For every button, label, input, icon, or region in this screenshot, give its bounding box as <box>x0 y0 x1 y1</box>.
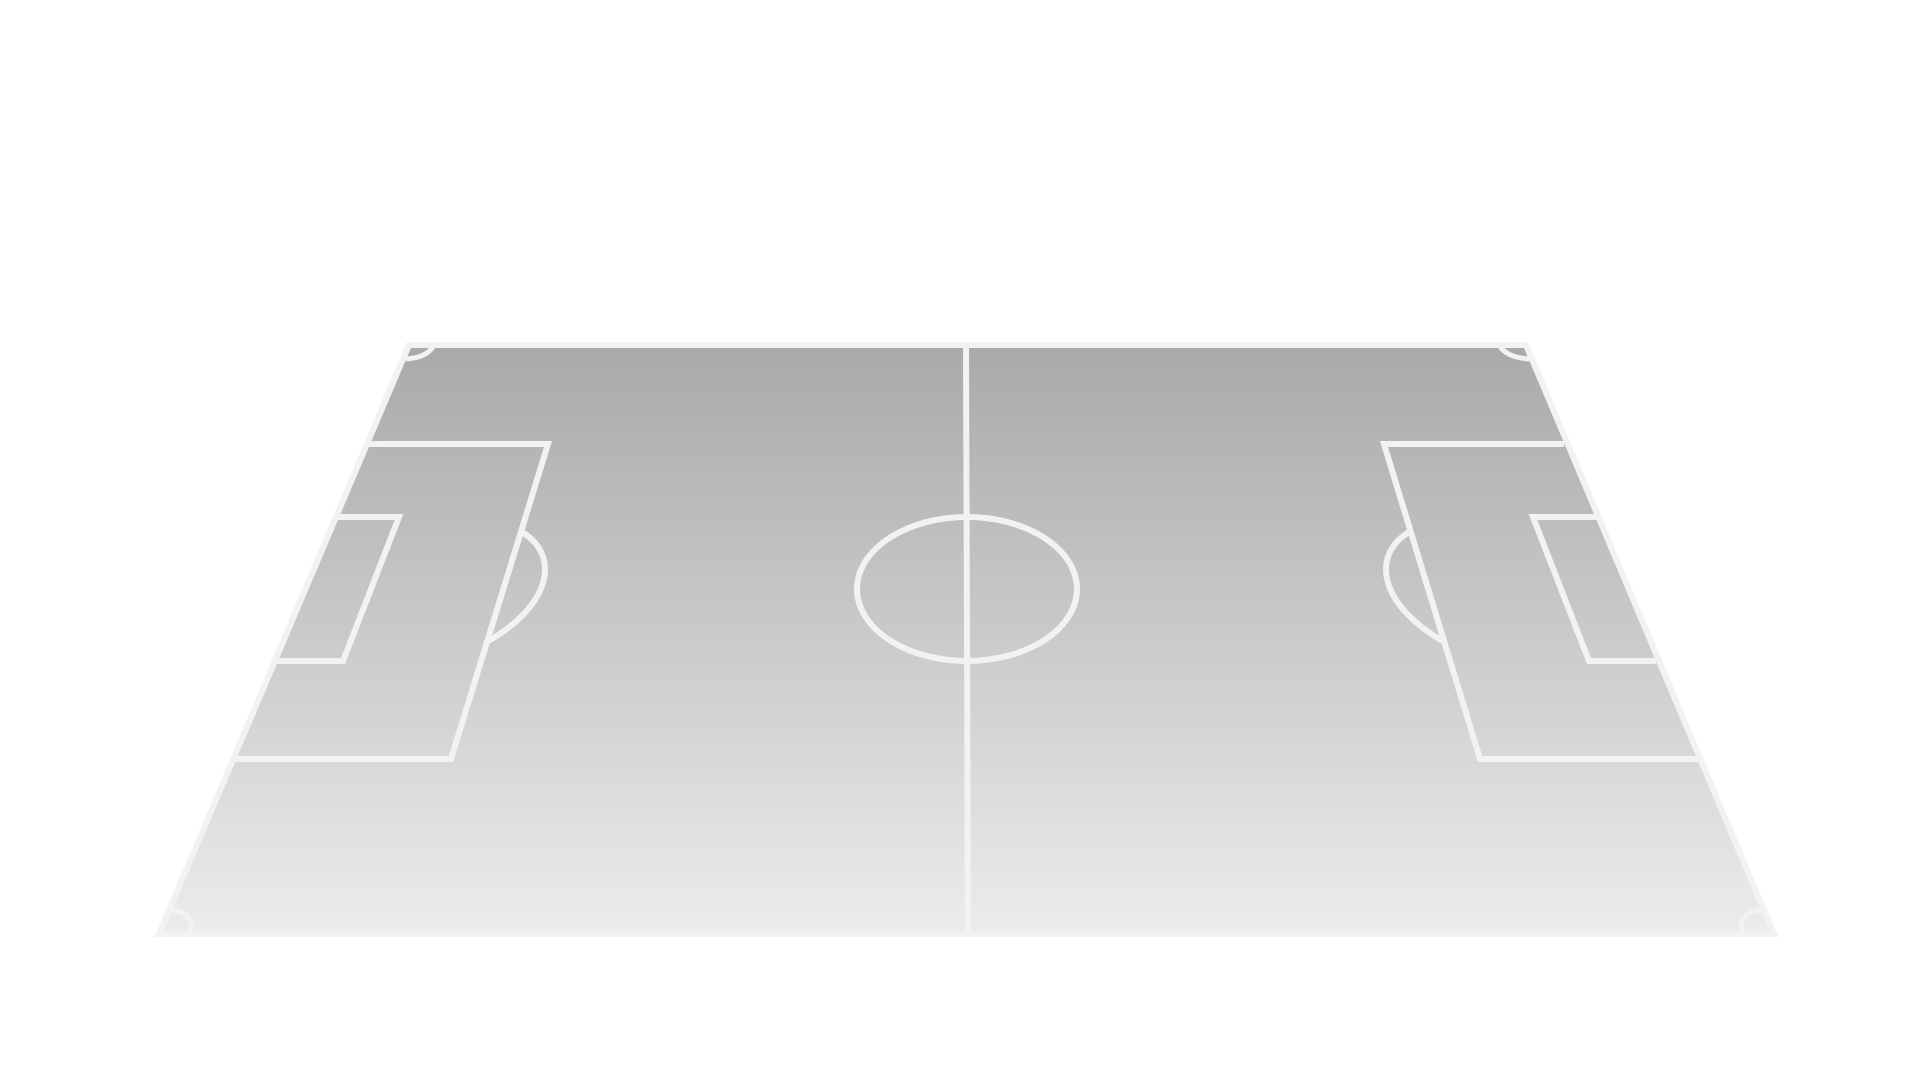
corner-arc-bottom-right <box>1738 907 1766 933</box>
corner-arc-bottom-left <box>167 907 194 933</box>
corner-arc-top-right <box>1498 345 1531 362</box>
touchline-boundary <box>154 342 1779 937</box>
left-penalty-area <box>233 441 553 762</box>
left-penalty-arc <box>483 529 548 646</box>
center-circle <box>854 514 1080 664</box>
corner-arc-top-left <box>405 345 436 362</box>
halfway-line <box>963 344 971 935</box>
right-goal-area <box>1528 514 1656 664</box>
left-goal-area <box>277 514 404 664</box>
right-penalty-area <box>1379 441 1699 762</box>
right-penalty-arc <box>1383 529 1448 646</box>
